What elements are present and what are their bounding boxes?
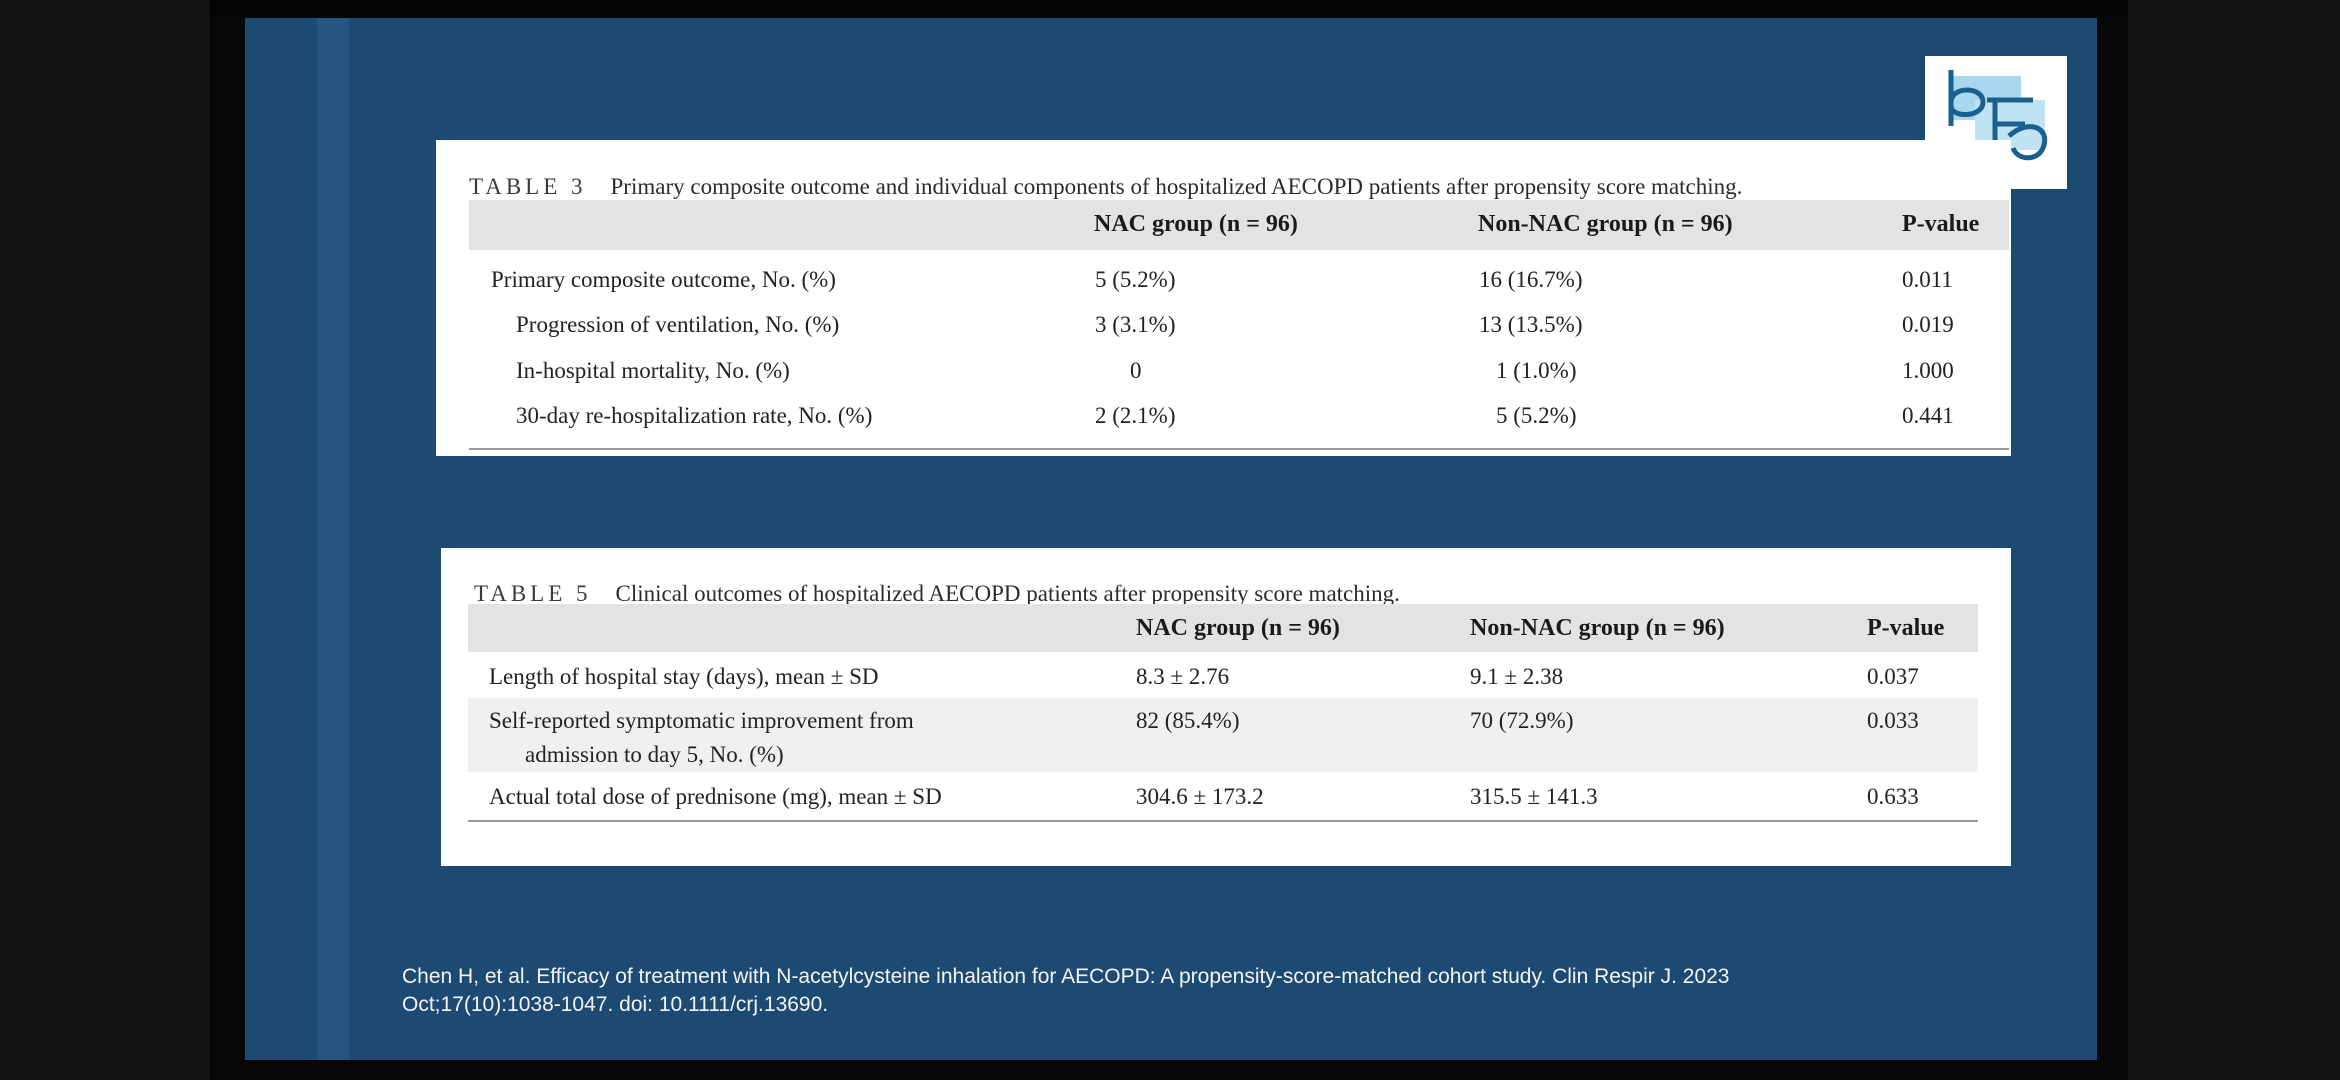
- row-label: Self-reported symptomatic improvement fr…: [489, 708, 914, 733]
- row-label: In-hospital mortality, No. (%): [516, 358, 790, 383]
- row-non-nac-value: 9.1 ± 2.38: [1470, 664, 1564, 689]
- row-nac-value: 3 (3.1%): [1095, 312, 1176, 337]
- header-nac-group: NAC group (n = 96): [1094, 211, 1298, 237]
- row-p-value: 0.441: [1902, 403, 1954, 428]
- table-3-label: TABLE 3: [469, 174, 587, 199]
- table-row: Primary composite outcome, No. (%) 5 (5.…: [469, 267, 2009, 312]
- row-nac-value: 2 (2.1%): [1095, 403, 1176, 428]
- header-non-nac-group: Non-NAC group (n = 96): [1478, 211, 1733, 237]
- row-non-nac-value: 70 (72.9%): [1470, 708, 1574, 733]
- row-p-value: 0.633: [1867, 784, 1919, 809]
- row-non-nac-value: 315.5 ± 141.3: [1470, 784, 1598, 809]
- left-letterbox: [0, 0, 210, 1080]
- header-p-value: P-value: [1867, 615, 1945, 641]
- header-non-nac-group: Non-NAC group (n = 96): [1470, 615, 1725, 641]
- row-non-nac-value: 5 (5.2%): [1496, 403, 1577, 428]
- table-5-caption: TABLE 5 Clinical outcomes of hospitalized…: [474, 581, 1400, 607]
- header-nac-group: NAC group (n = 96): [1136, 615, 1340, 641]
- row-nac-value: 8.3 ± 2.76: [1136, 664, 1230, 689]
- row-p-value: 0.011: [1902, 267, 1953, 292]
- row-p-value: 0.033: [1867, 708, 1919, 733]
- table-3: TABLE 3 Primary composite outcome and ind…: [436, 140, 2011, 456]
- table-3-bottom-rule: [469, 448, 2009, 450]
- row-label: Primary composite outcome, No. (%): [491, 267, 836, 292]
- table-3-caption: TABLE 3 Primary composite outcome and ind…: [469, 174, 1742, 200]
- right-letterbox: [2128, 0, 2340, 1080]
- row-non-nac-value: 13 (13.5%): [1479, 312, 1583, 337]
- citation: Chen H, et al. Efficacy of treatment wit…: [402, 963, 1922, 1019]
- row-label: 30-day re-hospitalization rate, No. (%): [516, 403, 873, 428]
- table-5: TABLE 5 Clinical outcomes of hospitalized…: [441, 548, 2011, 866]
- table-5-label: TABLE 5: [474, 581, 592, 606]
- row-non-nac-value: 16 (16.7%): [1479, 267, 1583, 292]
- table-3-title: Primary composite outcome and individual…: [610, 174, 1743, 199]
- citation-line-1: Chen H, et al. Efficacy of treatment wit…: [402, 965, 1730, 988]
- header-p-value: P-value: [1902, 211, 1980, 237]
- table-row: Length of hospital stay (days), mean ± S…: [468, 652, 1978, 698]
- table-row: 30-day re-hospitalization rate, No. (%) …: [469, 403, 2009, 448]
- table-row: In-hospital mortality, No. (%) 0 1 (1.0%…: [469, 358, 2009, 403]
- slide-accent-stripe: [317, 18, 349, 1060]
- row-p-value: 0.037: [1867, 664, 1919, 689]
- table-5-header: NAC group (n = 96) Non-NAC group (n = 96…: [468, 604, 1978, 652]
- table-3-header: NAC group (n = 96) Non-NAC group (n = 96…: [469, 200, 2009, 250]
- row-nac-value: 5 (5.2%): [1095, 267, 1176, 292]
- table-row: Self-reported symptomatic improvement fr…: [468, 698, 1978, 772]
- table-5-bottom-rule: [468, 820, 1978, 822]
- row-non-nac-value: 1 (1.0%): [1496, 358, 1577, 383]
- row-label: Actual total dose of prednisone (mg), me…: [489, 784, 942, 809]
- row-label: Progression of ventilation, No. (%): [516, 312, 840, 337]
- logo-graphic: [1948, 70, 2048, 161]
- row-label-continued: admission to day 5, No. (%): [525, 742, 784, 767]
- row-p-value: 1.000: [1902, 358, 1954, 383]
- table-row: Progression of ventilation, No. (%) 3 (3…: [469, 312, 2009, 357]
- row-label: Length of hospital stay (days), mean ± S…: [489, 664, 879, 689]
- top-letterbox: [210, 0, 2128, 16]
- table-row: Actual total dose of prednisone (mg), me…: [468, 772, 1978, 818]
- row-p-value: 0.019: [1902, 312, 1954, 337]
- citation-line-2: Oct;17(10):1038-1047. doi: 10.1111/crj.1…: [402, 993, 829, 1016]
- presentation-slide: TABLE 3 Primary composite outcome and ind…: [245, 18, 2097, 1060]
- row-nac-value: 304.6 ± 173.2: [1136, 784, 1264, 809]
- table-5-title: Clinical outcomes of hospitalized AECOPD…: [615, 581, 1400, 606]
- row-nac-value: 0: [1130, 358, 1142, 383]
- row-nac-value: 82 (85.4%): [1136, 708, 1240, 733]
